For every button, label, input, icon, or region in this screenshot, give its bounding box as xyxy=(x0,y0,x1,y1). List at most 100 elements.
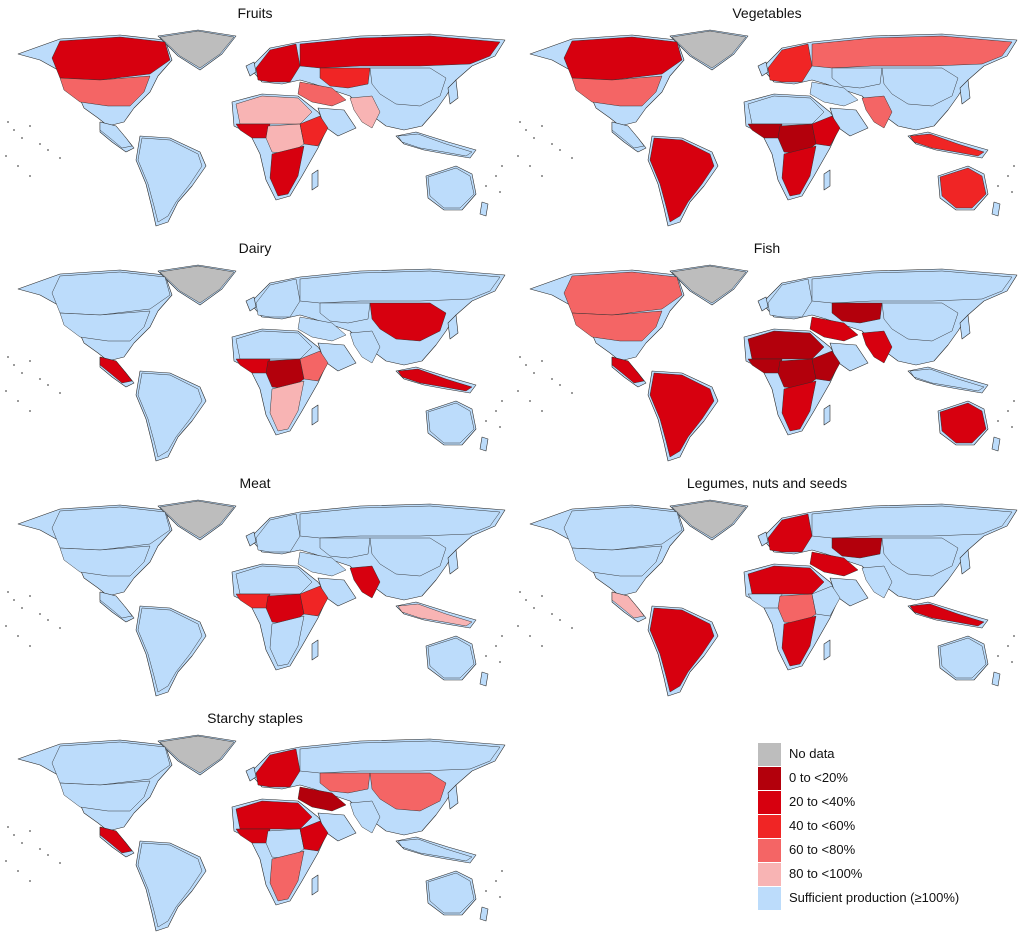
island-dot xyxy=(541,410,543,412)
madagascar-landmass xyxy=(311,874,319,896)
region-south-asia xyxy=(349,95,381,129)
legend-swatch xyxy=(758,743,781,766)
region-usa xyxy=(571,545,663,577)
island-dot xyxy=(29,880,31,882)
region-usa xyxy=(59,545,151,577)
island-dot xyxy=(7,826,9,828)
region-middle-east xyxy=(297,786,347,812)
island-dot xyxy=(1011,191,1013,193)
region-southeast-asia xyxy=(909,603,985,627)
island-dot xyxy=(533,137,535,139)
island-dot xyxy=(13,129,15,131)
island-dot xyxy=(485,185,487,187)
island-dot xyxy=(1013,165,1015,167)
island-dot xyxy=(551,613,553,615)
region-east-asia xyxy=(369,537,447,577)
region-central-america xyxy=(611,356,645,384)
island-dot xyxy=(29,360,31,362)
region-east-africa xyxy=(811,115,841,147)
world-map xyxy=(5,734,506,932)
island-dot xyxy=(1007,175,1009,177)
legend-item-40-to-60: 40 to <60% xyxy=(758,815,1008,838)
region-usa xyxy=(571,310,663,342)
island-dot xyxy=(21,137,23,139)
region-russia xyxy=(299,505,501,539)
island-dot xyxy=(525,364,527,366)
island-dot xyxy=(17,870,19,872)
region-east-africa xyxy=(811,585,841,617)
island-dot xyxy=(29,645,31,647)
island-dot xyxy=(485,890,487,892)
legend-label: 60 to <80% xyxy=(789,842,856,857)
madagascar-landmass xyxy=(823,169,831,191)
island-dot xyxy=(47,149,49,151)
region-north-america xyxy=(563,506,683,551)
new-zealand-landmass xyxy=(991,436,1001,452)
japan-landmass xyxy=(959,314,971,340)
pacific-islands xyxy=(517,356,1015,428)
region-west-africa xyxy=(747,123,783,139)
region-west-africa xyxy=(235,358,271,374)
region-australia xyxy=(939,402,987,444)
choropleth-regions xyxy=(563,265,1013,458)
island-dot xyxy=(1007,410,1009,412)
region-central-america xyxy=(99,121,133,149)
island-dot xyxy=(29,830,31,832)
choropleth-regions xyxy=(51,265,501,458)
region-southeast-asia xyxy=(397,133,473,157)
island-dot xyxy=(59,157,61,159)
region-greenland xyxy=(671,30,747,69)
region-australia xyxy=(427,402,475,444)
region-southern-africa xyxy=(269,850,305,902)
region-west-africa xyxy=(235,593,271,609)
japan-landmass xyxy=(959,549,971,575)
pacific-islands xyxy=(5,591,503,663)
japan-landmass xyxy=(447,784,459,810)
region-east-africa xyxy=(299,585,329,617)
region-greenland xyxy=(159,265,235,304)
world-map xyxy=(5,499,506,697)
island-dot xyxy=(39,848,41,850)
panel-title: Meat xyxy=(239,475,271,491)
island-dot xyxy=(485,420,487,422)
island-dot xyxy=(519,121,521,123)
island-dot xyxy=(21,842,23,844)
island-dot xyxy=(485,655,487,657)
region-middle-east xyxy=(297,316,347,342)
region-south-asia xyxy=(861,330,893,364)
new-zealand-landmass xyxy=(479,906,489,922)
legend-label: 20 to <40% xyxy=(789,794,856,809)
region-middle-east xyxy=(297,81,347,107)
island-dot xyxy=(1011,426,1013,428)
region-east-africa xyxy=(299,115,329,147)
island-dot xyxy=(559,384,561,386)
region-southern-africa xyxy=(269,380,305,432)
pacific-islands xyxy=(517,121,1015,193)
new-zealand-landmass xyxy=(479,436,489,452)
island-dot xyxy=(529,400,531,402)
island-dot xyxy=(499,896,501,898)
world-map xyxy=(517,499,1018,697)
new-zealand-landmass xyxy=(991,201,1001,217)
region-south-asia xyxy=(349,565,381,599)
uk-landmass xyxy=(245,766,257,782)
choropleth-regions xyxy=(51,30,501,223)
choropleth-regions xyxy=(563,30,1013,223)
island-dot xyxy=(1011,661,1013,663)
legend-item-60-to-80: 60 to <80% xyxy=(758,839,1008,862)
island-dot xyxy=(21,607,23,609)
legend-swatch xyxy=(758,767,781,790)
region-southeast-asia xyxy=(397,838,473,862)
island-dot xyxy=(571,392,573,394)
region-north-america xyxy=(51,506,171,551)
uk-landmass xyxy=(757,296,769,312)
island-dot xyxy=(17,635,19,637)
choropleth-regions xyxy=(563,500,1013,693)
world-map xyxy=(5,264,506,462)
island-dot xyxy=(47,384,49,386)
region-usa xyxy=(59,310,151,342)
island-dot xyxy=(5,860,7,862)
island-dot xyxy=(517,390,519,392)
pacific-islands xyxy=(5,356,503,428)
island-dot xyxy=(559,149,561,151)
